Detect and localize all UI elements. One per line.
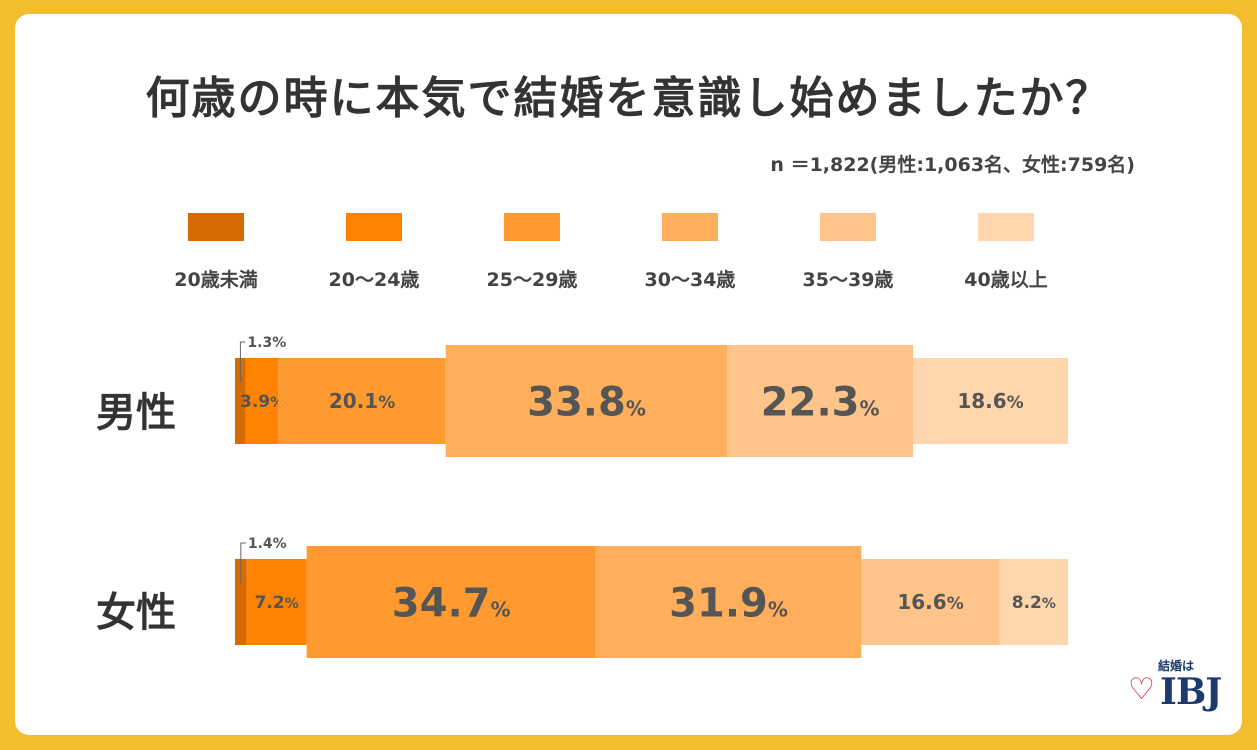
data-label: 1.3% (247, 335, 286, 351)
data-label: 1.4% (248, 536, 287, 552)
bar-segment (727, 345, 914, 457)
data-label: 3.9% (240, 392, 284, 412)
chart-title: 何歳の時に本気で結婚を意識し始めましたか？ (145, 73, 1112, 124)
legend-swatch (504, 213, 560, 241)
bar-segment (306, 546, 596, 658)
data-label: 22.3% (761, 379, 880, 425)
legend-label: 35〜39歳 (802, 269, 894, 291)
legend-label: 40歳以上 (964, 269, 1048, 291)
bar-segment (595, 546, 862, 658)
logo-tagline: 結婚は (1158, 659, 1195, 673)
legend-item: 20歳未満 (156, 213, 276, 292)
legend-label: 30〜34歳 (644, 269, 736, 291)
legend-item: 30〜34歳 (630, 213, 750, 292)
legend-item: 35〜39歳 (788, 213, 908, 292)
bar-segment (278, 358, 446, 444)
data-label: 20.1% (329, 389, 395, 413)
legend-item: 25〜29歳 (472, 213, 592, 292)
legend-item: 40歳以上 (946, 213, 1066, 292)
legend-label: 20歳未満 (174, 269, 258, 291)
bar-segment (913, 358, 1068, 444)
row-label-female: 女性 (96, 590, 176, 636)
legend-swatch (346, 213, 402, 241)
ibj-logo: 結婚は ♡ IBJ (1128, 655, 1222, 721)
bar-segment (445, 345, 728, 457)
data-label: 33.8% (527, 379, 646, 425)
legend-swatch (188, 213, 244, 241)
legend-label: 25〜29歳 (486, 269, 578, 291)
legend-swatch (662, 213, 718, 241)
bar-segment (235, 559, 247, 645)
legend-item: 20〜24歳 (314, 213, 434, 292)
bar-segment (245, 358, 279, 444)
data-label: 7.2% (255, 593, 299, 613)
legend-swatch (978, 213, 1034, 241)
bar-segment (235, 358, 246, 444)
data-label: 8.2% (1012, 593, 1056, 613)
heart-icon: ♡ (1128, 672, 1155, 707)
data-label: 16.6% (897, 590, 963, 614)
legend-swatch (820, 213, 876, 241)
legend-label: 20〜24歳 (328, 269, 420, 291)
leader-line (240, 542, 246, 583)
bar-segment (861, 559, 1000, 645)
sample-size-note: n ＝1,822(男性:1,063名、女性:759名) (770, 154, 1135, 176)
data-label: 18.6% (957, 389, 1023, 413)
row-label-male: 男性 (96, 390, 176, 436)
bar-segment (999, 559, 1068, 645)
bar-segment (246, 559, 307, 645)
data-label: 31.9% (669, 580, 788, 626)
leader-line (239, 341, 246, 382)
logo-brand: IBJ (1160, 671, 1222, 713)
data-label: 34.7% (392, 580, 511, 626)
